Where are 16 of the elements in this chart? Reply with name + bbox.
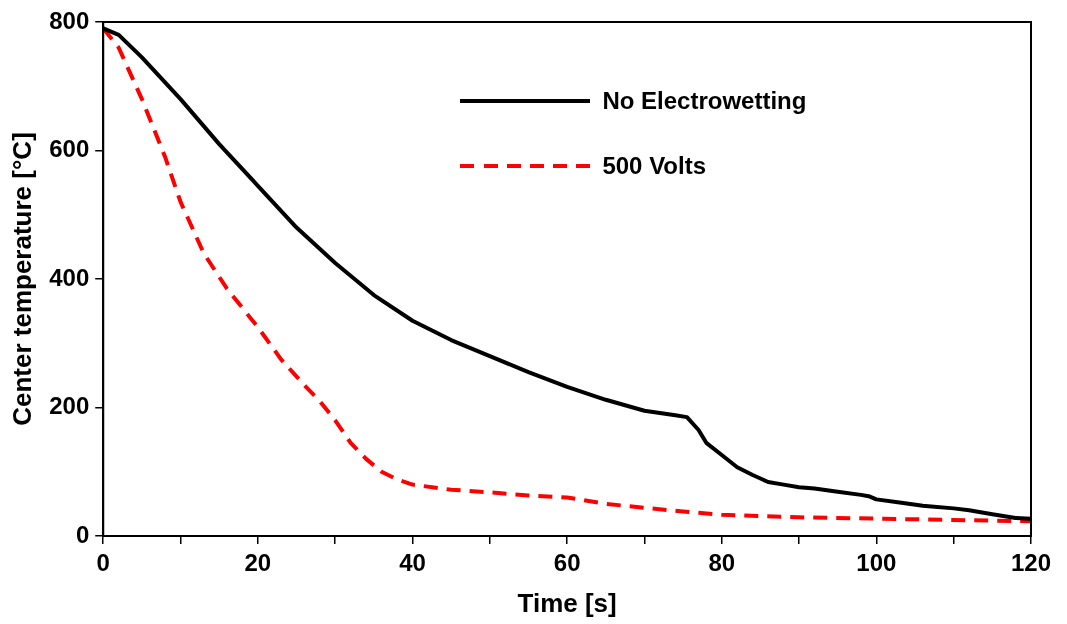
y-tick-label: 600 [49, 135, 90, 163]
y-tick-label: 400 [49, 263, 90, 291]
y-axis-title: Center temperature [°C] [6, 132, 37, 426]
legend-label: 500 Volts [602, 151, 707, 180]
x-tick-label: 60 [553, 549, 581, 577]
x-tick-label: 120 [1010, 549, 1052, 577]
x-tick-label: 40 [399, 549, 426, 577]
x-tick-label: 0 [96, 549, 110, 577]
x-tick-label: 80 [708, 549, 736, 577]
y-tick-label: 0 [75, 520, 90, 548]
x-tick-label: 100 [856, 549, 897, 577]
y-tick-label: 800 [49, 6, 90, 34]
y-tick-label: 200 [49, 392, 90, 420]
x-tick-label: 20 [244, 549, 272, 577]
x-axis-title: Time [s] [517, 587, 617, 618]
legend-label: No Electrowetting [602, 86, 807, 115]
